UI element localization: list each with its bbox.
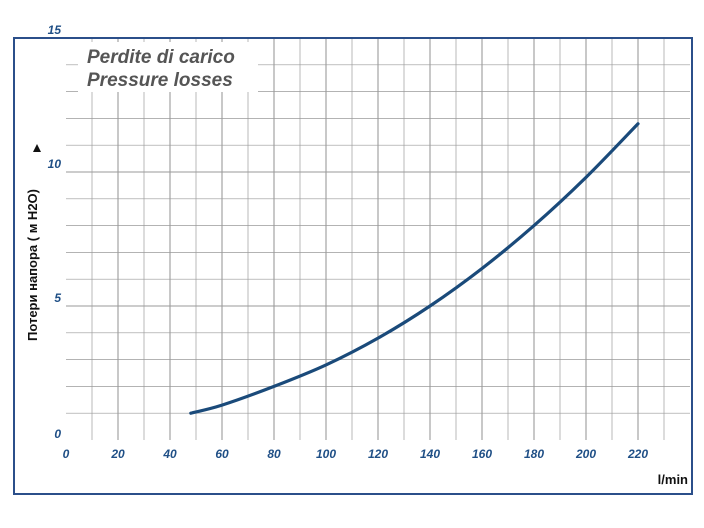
chart-title: Perdite di carico — [87, 47, 235, 68]
x-axis-unit-label: l/min — [658, 472, 688, 487]
title-background — [78, 42, 258, 92]
plot-frame — [13, 37, 693, 495]
x-tick-label: 0 — [63, 447, 70, 461]
y-tick-label: 5 — [54, 291, 61, 305]
y-tick-labels: 0 5 10 15 — [48, 23, 62, 441]
x-tick-label: 40 — [162, 447, 177, 461]
pressure-loss-curve — [189, 122, 640, 415]
grid — [66, 37, 690, 440]
x-tick-label: 140 — [420, 447, 440, 461]
x-tick-label: 180 — [524, 447, 544, 461]
x-tick-labels: 0 20 40 60 80 100 120 140 160 180 200 220 — [63, 447, 649, 461]
x-tick-label: 60 — [215, 447, 229, 461]
chart-subtitle: Pressure losses — [87, 70, 233, 91]
x-tick-label: 160 — [472, 447, 492, 461]
x-tick-label: 80 — [267, 447, 281, 461]
y-tick-label: 10 — [48, 157, 62, 171]
x-tick-label: 120 — [368, 447, 388, 461]
y-axis-label: Потери напора ( м H2O) — [25, 189, 40, 341]
y-tick-label: 0 — [54, 427, 61, 441]
x-tick-label: 100 — [316, 447, 336, 461]
curve-layer — [189, 122, 640, 415]
y-axis-arrow-icon — [33, 144, 41, 152]
x-tick-label: 20 — [110, 447, 125, 461]
y-tick-label: 15 — [48, 23, 62, 37]
x-tick-label: 220 — [627, 447, 648, 461]
x-tick-label: 200 — [575, 447, 596, 461]
